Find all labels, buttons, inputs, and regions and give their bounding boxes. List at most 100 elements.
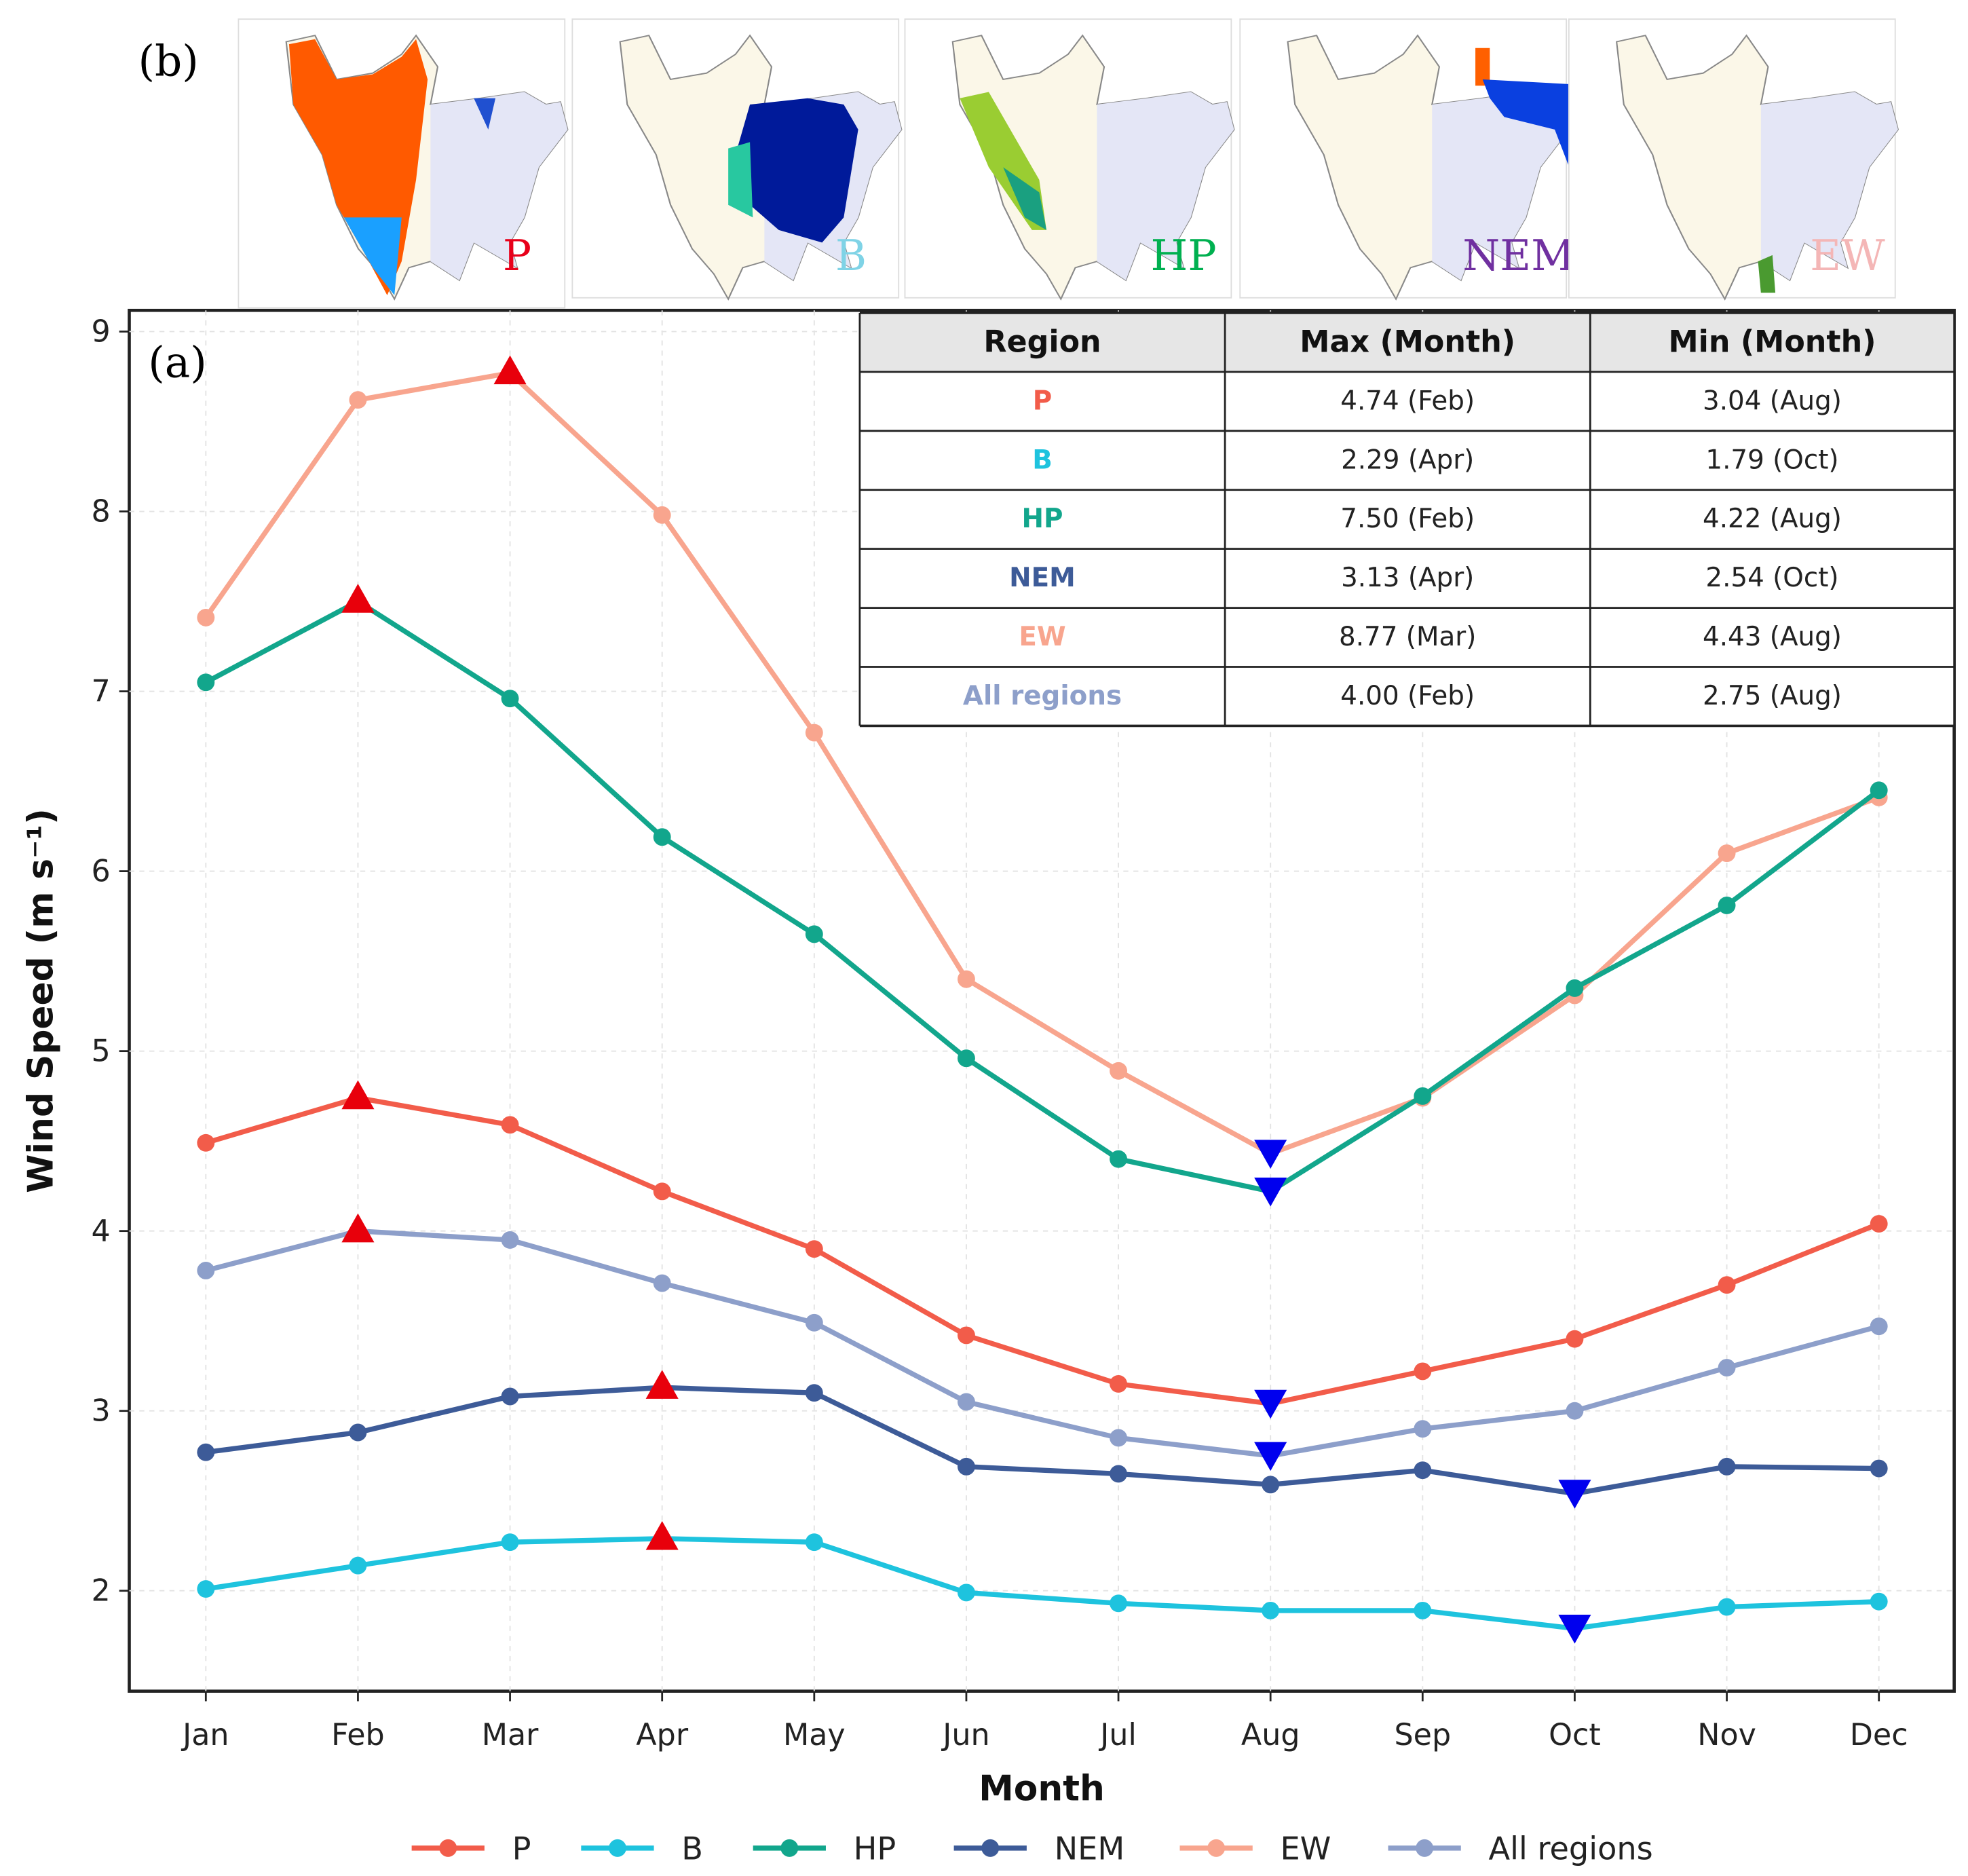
table-header-cell: Min (Month) [1668, 324, 1876, 359]
series-nem [197, 1384, 1888, 1497]
table-min-cell: 4.43 (Aug) [1703, 622, 1842, 652]
y-axis-label: Wind Speed (m s⁻¹) [21, 808, 62, 1193]
table-max-cell: 7.50 (Feb) [1340, 504, 1475, 534]
region-map-b: B [571, 18, 903, 301]
legend-item-ew: EW [1179, 1831, 1331, 1867]
data-point [1110, 1062, 1128, 1080]
table-min-cell: 3.04 (Aug) [1703, 386, 1842, 416]
series-line [205, 1095, 1880, 1406]
panel-label-b: (b) [138, 36, 198, 86]
series-all-regions [197, 1228, 1888, 1459]
region-map-p: P [238, 18, 569, 309]
data-point [957, 1049, 975, 1068]
region-outline [1615, 34, 1899, 301]
y-tick-label: 3 [92, 1393, 111, 1428]
east-basin-shade [1432, 92, 1570, 280]
max-marker-hp [341, 584, 375, 613]
table-region-cell: HP [1022, 504, 1063, 534]
table-max-cell: 3.13 (Apr) [1341, 563, 1474, 593]
data-point [1870, 1215, 1888, 1233]
legend-swatch-marker [439, 1839, 457, 1857]
data-point [805, 1313, 823, 1332]
data-point [501, 1533, 519, 1552]
region-highlight [1758, 255, 1776, 293]
legend-swatch-marker [1207, 1839, 1226, 1857]
region-highlight [1475, 48, 1490, 86]
max-marker-nem [645, 1370, 679, 1399]
data-point [1566, 1330, 1584, 1348]
data-point [1870, 781, 1888, 800]
table-max-cell: 2.29 (Apr) [1341, 445, 1474, 475]
data-point [653, 1182, 671, 1201]
max-marker-p [341, 1080, 375, 1110]
data-point [957, 970, 975, 988]
series-line [205, 1228, 1880, 1459]
region-highlight [474, 98, 496, 130]
data-point [1414, 1420, 1432, 1438]
data-point [1110, 1429, 1128, 1447]
legend-label: B [681, 1831, 703, 1867]
legend-swatch-marker [780, 1839, 799, 1857]
legend-item-p: P [411, 1831, 531, 1867]
map-label: HP [1150, 231, 1216, 280]
data-point [501, 1387, 519, 1406]
table-region-cell: P [1033, 386, 1052, 416]
x-tick-label: Feb [331, 1718, 385, 1752]
legend-label: P [512, 1831, 531, 1867]
data-point [957, 1393, 975, 1411]
data-point [1414, 1601, 1432, 1619]
extreme-markers [341, 355, 1591, 1644]
data-point [1262, 1476, 1280, 1494]
region-outline [951, 34, 1235, 301]
series-line [205, 1536, 1879, 1632]
region-map-nem: NEM [1239, 18, 1598, 301]
min-marker-all-regions [1254, 1442, 1287, 1471]
legend-swatch-marker [1416, 1839, 1434, 1857]
data-point [805, 724, 823, 742]
x-tick-label: May [783, 1718, 846, 1752]
data-point [1262, 1601, 1280, 1619]
table-region-cell: EW [1019, 622, 1065, 652]
series-lines [197, 370, 1888, 1632]
x-tick-label: Jan [181, 1718, 229, 1752]
map-label: NEM [1462, 231, 1574, 280]
region-maps-panel: P B HP NEM EW [238, 18, 1899, 309]
y-tick-label: 5 [92, 1034, 111, 1068]
data-point [1110, 1465, 1128, 1483]
legend-item-all-regions: All regions [1388, 1831, 1653, 1867]
x-axis-ticks: Jan Feb Mar Apr May Jun Jul Aug Sep Oct Nov Dec [181, 1691, 1908, 1752]
x-tick-label: Nov [1697, 1718, 1756, 1752]
table-max-cell: 4.00 (Feb) [1340, 681, 1475, 711]
data-point [197, 673, 215, 692]
x-tick-label: Jun [941, 1718, 989, 1752]
table-region-cell: NEM [1009, 563, 1076, 593]
legend-item-nem: NEM [953, 1831, 1125, 1867]
data-point [957, 1583, 975, 1602]
data-point [653, 506, 671, 524]
region-highlight [1003, 167, 1047, 230]
data-point [957, 1457, 975, 1476]
y-tick-label: 8 [92, 494, 111, 529]
data-point [1718, 897, 1736, 914]
data-point [1110, 1150, 1128, 1168]
table-min-cell: 2.75 (Aug) [1703, 681, 1842, 711]
min-marker-p [1254, 1389, 1287, 1419]
panel-label-a: (a) [148, 337, 207, 387]
min-marker-nem [1558, 1480, 1591, 1509]
data-point [805, 1240, 823, 1258]
table-region-cell: B [1032, 445, 1053, 475]
region-outline [619, 34, 903, 301]
max-marker-all-regions [341, 1213, 375, 1243]
min-marker-hp [1254, 1178, 1287, 1207]
min-marker-ew [1254, 1140, 1287, 1169]
data-point [501, 1116, 519, 1134]
legend-label: NEM [1055, 1831, 1125, 1867]
table-min-cell: 2.54 (Oct) [1705, 563, 1838, 593]
series-p [197, 1095, 1888, 1406]
data-point [1566, 979, 1584, 997]
data-point [349, 1423, 367, 1442]
map-label: P [503, 231, 531, 280]
data-point [1718, 1359, 1736, 1377]
data-point [349, 1556, 367, 1575]
table-max-cell: 8.77 (Mar) [1339, 622, 1476, 652]
